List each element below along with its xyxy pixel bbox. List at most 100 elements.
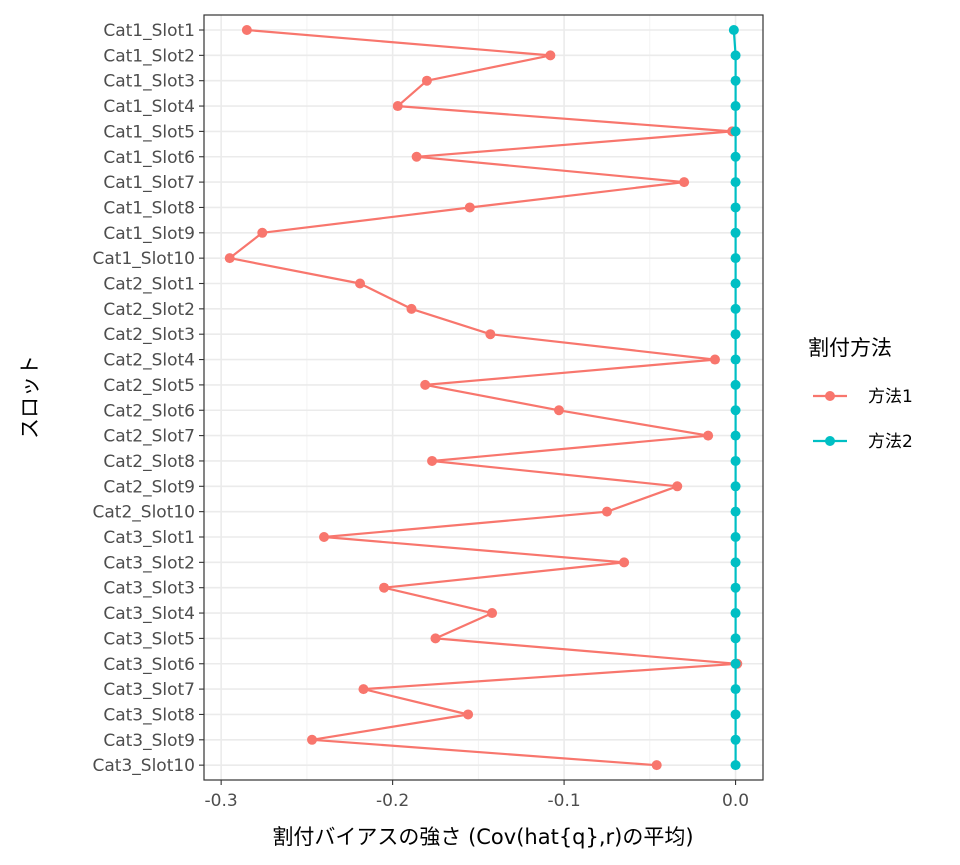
point-series1-Cat3_Slot1 [319,532,330,542]
y-tick-label: Cat1_Slot5 [103,122,195,142]
y-tick-label: Cat3_Slot7 [103,680,195,700]
y-tick-label: Cat2_Slot6 [103,401,195,421]
legend-label-2: 方法2 [868,432,913,452]
point-series1-Cat3_Slot4 [487,608,498,619]
point-series2-Cat1_Slot7 [730,177,741,188]
plot-border [203,14,764,781]
point-series1-Cat1_Slot3 [421,75,432,86]
series-line-1 [228,28,739,767]
point-series2-Cat3_Slot7 [730,684,741,695]
y-tick-label: Cat3_Slot2 [103,553,195,573]
point-series2-Cat3_Slot1 [730,532,741,542]
point-series1-Cat1_Slot4 [392,101,403,112]
y-tick-label: Cat1_Slot3 [103,72,195,92]
y-tick-label: Cat2_Slot1 [103,275,195,295]
point-series2-Cat2_Slot5 [730,379,741,390]
point-series2-Cat2_Slot9 [730,481,741,492]
x-axis-title: 割付バイアスの強さ (Cov(hat{q},r)の平均) [272,825,693,849]
point-series2-Cat3_Slot4 [730,608,741,619]
point-series2-Cat1_Slot8 [730,202,741,213]
y-tick-label: Cat2_Slot3 [103,325,195,345]
legend: 割付方法 方法1 方法2 [808,336,913,452]
point-series2-Cat2_Slot1 [730,278,741,289]
point-series1-Cat2_Slot5 [420,379,431,390]
point-series2-Cat2_Slot6 [730,405,741,416]
y-tick-label: Cat3_Slot5 [103,629,195,649]
y-tick-label: Cat2_Slot10 [93,503,195,523]
point-series1-Cat2_Slot3 [485,329,496,340]
series-layer [224,25,743,771]
point-series1-Cat2_Slot7 [703,430,714,441]
point-series1-Cat2_Slot8 [427,455,438,466]
y-tick-label: Cat2_Slot5 [103,376,195,396]
point-series2-Cat3_Slot5 [730,633,741,644]
point-series2-Cat3_Slot3 [730,582,741,593]
point-series2-Cat1_Slot10 [730,253,741,264]
point-series2-Cat2_Slot10 [730,506,741,517]
point-series2-Cat3_Slot6 [730,658,741,669]
y-tick-label: Cat2_Slot4 [103,351,195,371]
point-series1-Cat1_Slot6 [411,151,422,162]
x-tick-label: -0.2 [376,791,409,811]
point-series1-Cat3_Slot9 [307,734,318,745]
point-series2-Cat2_Slot4 [730,354,741,365]
y-tick-label: Cat3_Slot6 [103,655,195,675]
y-tick-label: Cat1_Slot9 [103,224,195,244]
point-series1-Cat2_Slot9 [672,481,683,492]
y-tick-label: Cat3_Slot4 [103,604,195,624]
legend-item-1: 方法1 [813,387,913,407]
legend-key-point-1 [825,391,835,401]
point-series1-Cat1_Slot2 [545,50,556,61]
point-series1-Cat2_Slot2 [406,303,417,314]
legend-label-1: 方法1 [868,387,913,407]
x-axis: -0.3 -0.2 -0.1 0.0 [205,780,749,811]
point-series2-Cat3_Slot9 [730,734,741,745]
point-series1-Cat3_Slot8 [463,709,474,720]
y-tick-label: Cat2_Slot9 [103,477,195,497]
point-series1-Cat3_Slot3 [379,582,390,593]
y-tick-label: Cat1_Slot10 [93,249,195,269]
point-series1-Cat2_Slot6 [553,405,564,416]
x-tick-label: -0.3 [205,791,238,811]
point-series2-Cat3_Slot8 [730,709,741,720]
point-series2-Cat2_Slot3 [730,329,741,340]
y-tick-label: Cat2_Slot8 [103,452,195,472]
grid-major [204,15,763,780]
point-series2-Cat2_Slot7 [730,430,741,441]
point-series1-Cat1_Slot10 [224,253,235,264]
y-tick-label: Cat2_Slot7 [103,427,195,447]
point-series1-Cat1_Slot1 [241,25,252,35]
legend-title: 割付方法 [808,336,892,360]
y-tick-label: Cat1_Slot1 [103,21,195,41]
y-axis-title: スロット [18,355,42,439]
point-series1-Cat1_Slot7 [679,177,690,188]
y-tick-label: Cat3_Slot1 [103,528,195,548]
y-tick-label: Cat3_Slot3 [103,579,195,599]
point-series1-Cat3_Slot7 [358,684,369,695]
point-series2-Cat1_Slot9 [730,227,741,238]
y-tick-label: Cat3_Slot9 [103,731,195,751]
y-tick-label: Cat2_Slot2 [103,300,195,320]
grid-minor [306,15,651,780]
legend-item-2: 方法2 [813,432,913,452]
point-series1-Cat3_Slot10 [651,760,662,771]
point-series2-Cat1_Slot3 [730,75,741,86]
point-series2-Cat3_Slot2 [730,557,741,568]
y-tick-label: Cat1_Slot7 [103,173,195,193]
point-series1-Cat1_Slot8 [464,202,475,213]
point-series1-Cat2_Slot4 [709,354,720,365]
point-series2-Cat1_Slot4 [730,101,741,112]
point-series1-Cat3_Slot2 [619,557,630,568]
plot-panel [204,15,763,780]
y-tick-label: Cat1_Slot8 [103,198,195,218]
x-tick-label: -0.1 [548,791,581,811]
point-series1-Cat2_Slot10 [601,506,612,517]
y-tick-label: Cat3_Slot10 [93,756,195,776]
x-tick-label: 0.0 [722,791,749,811]
point-series2-Cat2_Slot8 [730,455,741,466]
y-axis: Cat1_Slot1 Cat1_Slot2 Cat1_Slot3 Cat1_Slot4… [93,21,204,776]
y-tick-label: Cat1_Slot6 [103,148,195,168]
point-series2-Cat1_Slot6 [730,151,741,162]
legend-key-point-2 [825,436,835,446]
